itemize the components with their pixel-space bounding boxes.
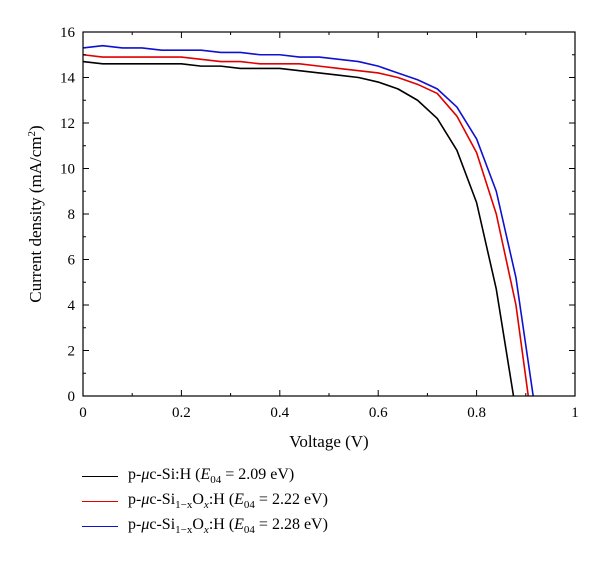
legend-swatch <box>82 526 118 527</box>
x-tick-label: 1 <box>571 405 579 421</box>
series-line-2 <box>82 53 530 397</box>
legend: p-μc-Si:H (E04 = 2.09 eV) p-μc-Si1−xOx:H … <box>82 464 582 539</box>
x-tick-label: 0.8 <box>467 405 486 421</box>
legend-oxygen: O <box>192 491 204 509</box>
legend-sub-x: x <box>203 524 209 537</box>
legend-sub: 1−x <box>175 499 193 512</box>
axis-ticks <box>82 31 576 397</box>
jv-chart: 0 0.2 0.4 0.6 0.8 1 0 2 4 6 8 10 12 14 16 Voltage (V)… <box>26 25 579 451</box>
legend-prefix: p- <box>128 491 142 509</box>
legend-colon: :H ( <box>175 466 201 484</box>
legend-material: c-Si <box>149 466 176 484</box>
legend-sub: x <box>204 500 209 512</box>
legend-mu: μ <box>141 516 150 534</box>
legend-mu: μ <box>141 466 150 484</box>
legend-e-sub: 04 <box>243 524 255 537</box>
legend-entry: p-μc-Si:H (E04 = 2.09 eV) <box>82 464 582 489</box>
x-tick-label: 0.4 <box>270 405 289 421</box>
legend-sub: x <box>204 525 209 537</box>
legend-oxygen: O <box>192 516 204 534</box>
legend-e-symbol: E <box>234 491 244 509</box>
x-tick-label: 0 <box>79 405 87 421</box>
legend-value: = 2.28 eV) <box>254 516 328 534</box>
legend-colon: :H ( <box>208 516 235 534</box>
x-axis-label: Voltage (V) <box>289 432 368 451</box>
y-tick-label: 12 <box>60 116 75 132</box>
y-tick-labels: 0 2 4 6 8 10 12 14 16 <box>60 25 76 405</box>
legend-label: p-μc-Si1−xOx:H (E04 = 2.28 eV) <box>128 516 328 536</box>
legend-prefix: p- <box>128 466 142 484</box>
plot-lines <box>82 44 534 397</box>
legend-material: c-Si <box>149 516 176 534</box>
legend-e-sub: 04 <box>243 499 255 512</box>
legend-swatch <box>82 476 118 477</box>
legend-value: = 2.09 eV) <box>221 466 295 484</box>
series-line-3 <box>82 44 534 397</box>
legend-e-symbol: E <box>200 466 211 484</box>
series-line-1 <box>82 60 515 397</box>
legend-prefix: p- <box>128 516 142 534</box>
legend-swatch <box>82 501 118 502</box>
legend-e-sub: 04 <box>210 474 222 487</box>
y-tick-label: 2 <box>68 344 76 360</box>
y-tick-label: 8 <box>68 207 76 223</box>
y-axis-label: Current density (mA/cm2) <box>26 125 45 302</box>
x-tick-label: 0.6 <box>369 405 388 421</box>
y-tick-label: 6 <box>68 253 76 269</box>
y-tick-label: 10 <box>60 162 75 178</box>
legend-sub-x: x <box>203 499 209 512</box>
legend-value: = 2.22 eV) <box>254 491 328 509</box>
legend-mu: μ <box>141 491 150 509</box>
legend-entry: p-μc-Si1−xOx:H (E04 = 2.28 eV) <box>82 514 582 539</box>
legend-entry: p-μc-Si1−xOx:H (E04 = 2.22 eV) <box>82 489 582 514</box>
y-tick-label: 4 <box>68 298 76 314</box>
legend-material: c-Si <box>149 491 176 509</box>
x-tick-labels: 0 0.2 0.4 0.6 0.8 1 <box>79 405 579 421</box>
legend-e-symbol: E <box>234 516 244 534</box>
legend-label: p-μc-Si1−xOx:H (E04 = 2.22 eV) <box>128 491 328 511</box>
x-tick-label: 0.2 <box>172 405 191 421</box>
y-tick-label: 14 <box>60 71 76 87</box>
y-tick-label: 16 <box>60 25 76 41</box>
legend-label: p-μc-Si:H (E04 = 2.09 eV) <box>128 466 294 486</box>
legend-sub: 1−x <box>175 524 193 537</box>
legend-colon: :H ( <box>208 491 235 509</box>
y-tick-label: 0 <box>68 389 76 405</box>
